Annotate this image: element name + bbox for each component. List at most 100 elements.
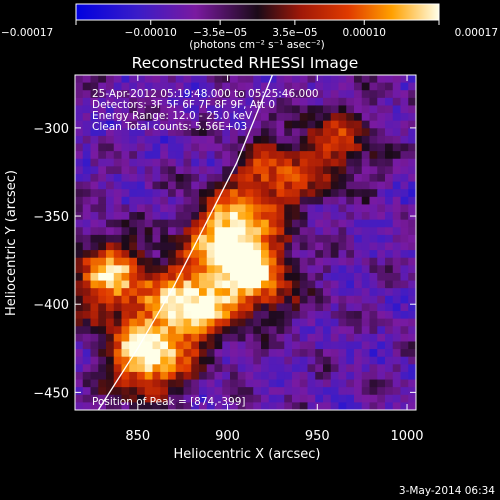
heatmap-cell	[385, 333, 394, 343]
heatmap-cell	[338, 288, 347, 297]
heatmap-cell	[183, 181, 192, 190]
heatmap-cell	[160, 128, 169, 137]
heatmap-cell	[268, 311, 278, 320]
heatmap-cell	[245, 143, 254, 152]
heatmap-cell	[261, 143, 270, 152]
heatmap-cell	[121, 227, 130, 236]
heatmap-cell	[106, 113, 115, 122]
heatmap-cell	[400, 379, 409, 388]
heatmap-cell	[230, 219, 239, 228]
heatmap-cell	[408, 173, 416, 183]
heatmap-cell	[82, 356, 92, 365]
heatmap-cell	[299, 113, 309, 122]
heatmap-cell	[268, 181, 278, 190]
heatmap-cell	[346, 242, 355, 251]
heatmap-cell	[152, 257, 161, 266]
heatmap-cell	[160, 196, 169, 206]
heatmap-cell	[284, 379, 293, 388]
heatmap-cell	[214, 341, 223, 350]
heatmap-cell	[284, 135, 293, 145]
heatmap-cell	[315, 90, 324, 99]
heatmap-cell	[307, 120, 316, 129]
heatmap-cell	[206, 295, 216, 305]
heatmap-cell	[377, 379, 386, 388]
heatmap-cell	[98, 288, 107, 297]
heatmap-cell	[75, 166, 84, 175]
heatmap-cell	[129, 105, 138, 114]
heatmap-cell	[245, 181, 254, 190]
heatmap-cell	[137, 173, 146, 183]
heatmap-cell	[284, 318, 293, 327]
heatmap-cell	[82, 341, 92, 350]
heatmap-cell	[268, 341, 278, 350]
heatmap-cell	[385, 257, 394, 266]
heatmap-cell	[191, 158, 200, 167]
heatmap-cell	[377, 356, 386, 365]
heatmap-cell	[276, 204, 285, 213]
heatmap-cell	[129, 75, 138, 84]
heatmap-cell	[330, 158, 340, 167]
heatmap-cell	[237, 105, 247, 114]
heatmap-cell	[292, 189, 301, 198]
heatmap-cell	[106, 364, 115, 373]
heatmap-cell	[199, 326, 208, 335]
heatmap-cell	[276, 196, 285, 206]
y-tick-label: −400	[33, 298, 69, 313]
heatmap-cell	[75, 242, 84, 251]
heatmap-cell	[230, 288, 239, 297]
heatmap-cell	[237, 250, 247, 259]
heatmap-cell	[323, 257, 332, 266]
heatmap-cell	[137, 120, 146, 129]
heatmap-cell	[261, 356, 270, 365]
heatmap-cell	[199, 151, 208, 160]
heatmap-cell	[82, 227, 92, 236]
heatmap-cell	[330, 97, 340, 107]
heatmap-cell	[90, 311, 99, 320]
heatmap-cell	[113, 204, 123, 213]
heatmap-cell	[338, 303, 347, 312]
heatmap-cell	[307, 394, 316, 403]
heatmap-cell	[191, 349, 200, 358]
heatmap-cell	[113, 349, 123, 358]
heatmap-cell	[408, 341, 416, 350]
heatmap-cell	[214, 158, 223, 167]
heatmap-cell	[98, 356, 107, 365]
heatmap-cell	[183, 105, 192, 114]
heatmap-cell	[113, 242, 123, 251]
heatmap-cell	[168, 143, 177, 152]
heatmap-cell	[183, 242, 192, 251]
heatmap-cell	[392, 349, 402, 358]
heatmap-cell	[106, 242, 115, 251]
heatmap-cell	[168, 349, 177, 358]
heatmap-cell	[392, 318, 402, 327]
heatmap-cell	[385, 303, 394, 312]
heatmap-cell	[400, 280, 409, 289]
heatmap-cell	[385, 341, 394, 350]
heatmap-cell	[361, 288, 371, 297]
heatmap-cell	[113, 173, 123, 183]
heatmap-cell	[361, 295, 371, 305]
heatmap-cell	[214, 173, 223, 183]
heatmap-cell	[361, 151, 371, 160]
heatmap-cell	[237, 196, 247, 206]
heatmap-cell	[377, 387, 386, 396]
heatmap-cell	[361, 371, 371, 381]
heatmap-cell	[206, 250, 216, 259]
heatmap-cell	[222, 280, 231, 289]
heatmap-cell	[168, 219, 177, 228]
heatmap-cell	[121, 90, 130, 99]
heatmap-cell	[237, 219, 247, 228]
heatmap-cell	[168, 158, 177, 167]
heatmap-cell	[237, 120, 247, 129]
heatmap-cell	[98, 204, 107, 213]
heatmap-cell	[346, 265, 355, 274]
heatmap-cell	[354, 280, 363, 289]
heatmap-cell	[385, 196, 394, 206]
heatmap-cell	[400, 158, 409, 167]
heatmap-cell	[346, 128, 355, 137]
heatmap-cell	[144, 151, 154, 160]
heatmap-cell	[284, 311, 293, 320]
heatmap-cell	[199, 250, 208, 259]
heatmap-cell	[160, 379, 169, 388]
heatmap-cell	[191, 257, 200, 266]
